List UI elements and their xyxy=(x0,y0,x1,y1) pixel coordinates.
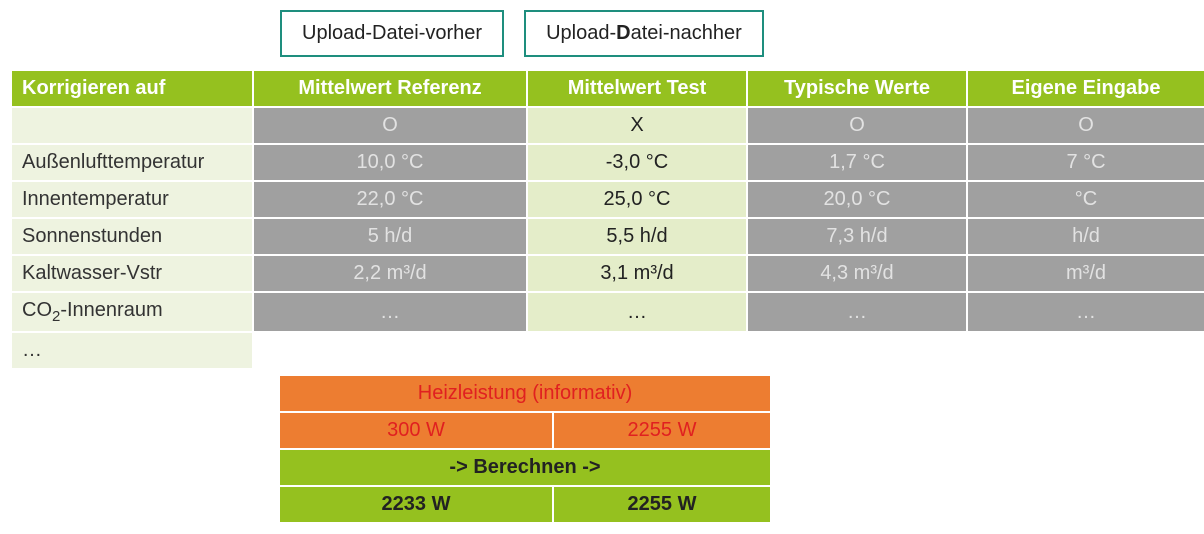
table-row: Sonnenstunden 5 h/d 5,5 h/d 7,3 h/d h/d xyxy=(12,219,1204,254)
upload-after-button[interactable]: Upload-Datei-nachher xyxy=(524,10,764,57)
result-final-test: 2255 W xyxy=(554,487,770,522)
blank-cell xyxy=(528,333,746,368)
cell-typ: 4,3 m³/d xyxy=(748,256,966,291)
hdr-col1: Mittelwert Referenz xyxy=(254,71,526,106)
cell-typ: 7,3 h/d xyxy=(748,219,966,254)
cell-test: … xyxy=(528,293,746,331)
cell-typ: 1,7 °C xyxy=(748,145,966,180)
selector-ref[interactable]: O xyxy=(254,108,526,143)
cell-own[interactable]: h/d xyxy=(968,219,1204,254)
table-row: Kaltwasser-Vstr 2,2 m³/d 3,1 m³/d 4,3 m³… xyxy=(12,256,1204,291)
main-table: Korrigieren auf Mittelwert Referenz Mitt… xyxy=(10,69,1204,370)
cell-ref: 10,0 °C xyxy=(254,145,526,180)
result-table: Heizleistung (informativ) 300 W 2255 W -… xyxy=(278,374,772,524)
table-row: Außenlufttemperatur 10,0 °C -3,0 °C 1,7 … xyxy=(12,145,1204,180)
row-label: Sonnenstunden xyxy=(12,219,252,254)
upload-before-button[interactable]: Upload-Datei-vorher xyxy=(280,10,504,57)
co2-post: -Innenraum xyxy=(60,299,162,321)
hdr-col2: Mittelwert Test xyxy=(528,71,746,106)
hdr-col4: Eigene Eingabe xyxy=(968,71,1204,106)
header-row: Korrigieren auf Mittelwert Referenz Mitt… xyxy=(12,71,1204,106)
cell-own[interactable]: 7 °C xyxy=(968,145,1204,180)
upload-row: Upload-Datei-vorher Upload-Datei-nachher xyxy=(280,10,1194,57)
hdr-col0: Korrigieren auf xyxy=(12,71,252,106)
hdr-col3: Typische Werte xyxy=(748,71,966,106)
table-row-co2: CO2-Innenraum … … … … xyxy=(12,293,1204,331)
upload-after-pre: Upload- xyxy=(546,22,616,44)
upload-after-post: atei-nachher xyxy=(631,22,742,44)
selector-label xyxy=(12,108,252,143)
co2-pre: CO xyxy=(22,299,52,321)
cell-test: 5,5 h/d xyxy=(528,219,746,254)
cell-typ: 20,0 °C xyxy=(748,182,966,217)
result-final-ref: 2233 W xyxy=(280,487,552,522)
cell-ref: 5 h/d xyxy=(254,219,526,254)
blank-cell xyxy=(748,333,966,368)
row-label-co2: CO2-Innenraum xyxy=(12,293,252,331)
table-row-ellipsis: … xyxy=(12,333,1204,368)
result-title: Heizleistung (informativ) xyxy=(280,376,770,411)
result-ref-w: 300 W xyxy=(280,413,552,448)
result-test-w: 2255 W xyxy=(554,413,770,448)
cell-ref: 22,0 °C xyxy=(254,182,526,217)
table-row: Innentemperatur 22,0 °C 25,0 °C 20,0 °C … xyxy=(12,182,1204,217)
row-label: Außenlufttemperatur xyxy=(12,145,252,180)
selector-row: O X O O xyxy=(12,108,1204,143)
row-label: Innentemperatur xyxy=(12,182,252,217)
cell-own[interactable]: m³/d xyxy=(968,256,1204,291)
calculate-button[interactable]: -> Berechnen -> xyxy=(280,450,770,485)
cell-test: -3,0 °C xyxy=(528,145,746,180)
blank-cell xyxy=(968,333,1204,368)
cell-own[interactable]: … xyxy=(968,293,1204,331)
cell-ref: 2,2 m³/d xyxy=(254,256,526,291)
cell-test: 25,0 °C xyxy=(528,182,746,217)
cell-typ: … xyxy=(748,293,966,331)
selector-test[interactable]: X xyxy=(528,108,746,143)
row-label-ellipsis: … xyxy=(12,333,252,368)
blank-cell xyxy=(254,333,526,368)
selector-own[interactable]: O xyxy=(968,108,1204,143)
cell-test: 3,1 m³/d xyxy=(528,256,746,291)
row-label: Kaltwasser-Vstr xyxy=(12,256,252,291)
cell-ref: … xyxy=(254,293,526,331)
cell-own[interactable]: °C xyxy=(968,182,1204,217)
upload-after-bold: D xyxy=(616,22,630,44)
selector-typ[interactable]: O xyxy=(748,108,966,143)
